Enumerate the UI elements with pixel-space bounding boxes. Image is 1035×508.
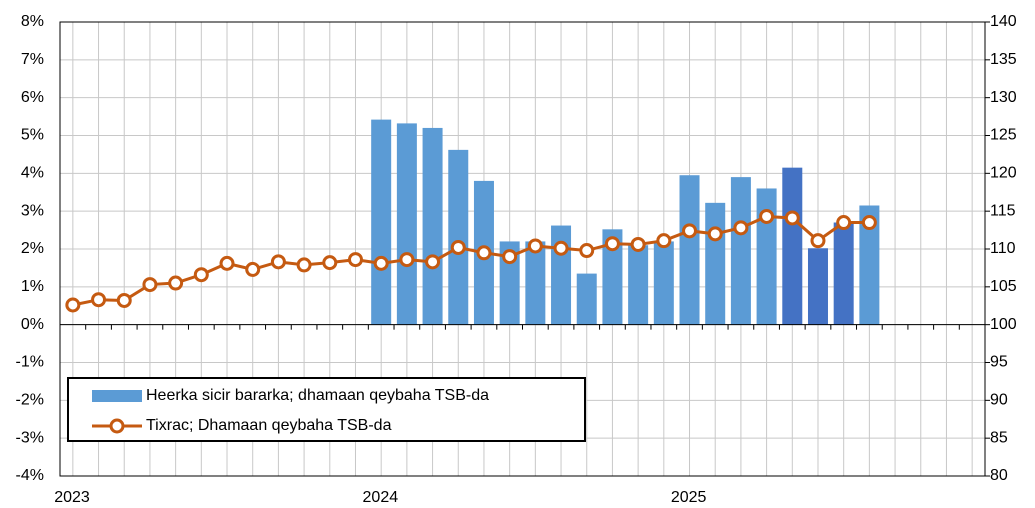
line-marker xyxy=(65,297,81,313)
y-tick-label: 4% xyxy=(21,165,44,182)
line-marker xyxy=(476,245,492,261)
bar xyxy=(525,241,546,325)
x-tick-label: 2025 xyxy=(671,489,707,506)
bar xyxy=(653,241,674,325)
line-marker xyxy=(245,261,261,277)
line-marker xyxy=(707,226,723,242)
y-tick-label: 2% xyxy=(21,240,44,257)
line-marker xyxy=(270,254,286,270)
y-tick-label: 8% xyxy=(21,13,44,30)
legend: Heerka sicir bararka; dhamaan qeybaha TS… xyxy=(67,377,586,442)
y-tick-label: 0% xyxy=(21,316,44,333)
y2-tick-label: 115 xyxy=(990,202,1016,219)
bar xyxy=(448,149,469,325)
line-marker xyxy=(399,252,415,268)
line-marker xyxy=(553,240,569,256)
y2-tick-label: 90 xyxy=(990,392,1008,409)
x-tick-label: 2023 xyxy=(54,489,90,506)
bar xyxy=(576,273,597,325)
y2-tick-label: 110 xyxy=(990,240,1016,257)
y-tick-label: 3% xyxy=(21,202,44,219)
plot-border xyxy=(59,21,986,477)
line-marker xyxy=(733,220,749,236)
line-marker xyxy=(810,233,826,249)
y-tick-label: 5% xyxy=(21,127,44,144)
line-marker xyxy=(579,243,595,259)
legend-box xyxy=(67,377,586,442)
line-marker xyxy=(116,292,132,308)
y2-tick-label: 100 xyxy=(990,316,1017,333)
y-tick-label: 1% xyxy=(21,278,44,295)
y-tick-label: 7% xyxy=(21,51,44,68)
bar xyxy=(679,175,700,325)
line-marker xyxy=(784,210,800,226)
line-marker xyxy=(836,215,852,231)
y-tick-label: -4% xyxy=(16,467,44,484)
y2-tick-label: 140 xyxy=(990,13,1017,30)
bar xyxy=(551,225,572,325)
y-tick-label: -1% xyxy=(16,354,44,371)
y2-tick-label: 105 xyxy=(990,278,1017,295)
line-marker xyxy=(168,275,184,291)
legend-marker xyxy=(109,418,125,434)
line-marker xyxy=(527,238,543,254)
line-marker xyxy=(322,255,338,271)
bar xyxy=(628,245,649,325)
y2-tick-label: 135 xyxy=(990,51,1017,68)
x-tick-label: 2024 xyxy=(363,489,399,506)
line-marker xyxy=(450,239,466,255)
y-tick-label: -3% xyxy=(16,429,44,446)
line-marker xyxy=(219,255,235,271)
bar xyxy=(371,119,392,325)
bar xyxy=(782,167,803,325)
line-marker xyxy=(502,249,518,265)
line-marker xyxy=(347,252,363,268)
bar xyxy=(396,123,417,325)
line-marker xyxy=(656,233,672,249)
y-tick-label: -2% xyxy=(16,392,44,409)
line-marker xyxy=(604,236,620,252)
line-marker xyxy=(425,254,441,270)
y-tick-label: 6% xyxy=(21,89,44,106)
line-marker xyxy=(682,223,698,239)
y2-tick-label: 95 xyxy=(990,354,1008,371)
bar xyxy=(833,222,854,325)
line-marker xyxy=(861,215,877,231)
line-marker xyxy=(193,267,209,283)
bar xyxy=(756,188,777,325)
y2-tick-label: 120 xyxy=(990,165,1017,182)
legend-swatch xyxy=(92,390,142,402)
legend-label: Tixrac; Dhamaan qeybaha TSB-da xyxy=(146,417,392,434)
legend-label: Heerka sicir bararka; dhamaan qeybaha TS… xyxy=(146,387,489,404)
line-marker xyxy=(296,257,312,273)
y2-tick-label: 85 xyxy=(990,429,1008,446)
y2-tick-label: 80 xyxy=(990,467,1008,484)
bar xyxy=(730,177,751,325)
bar xyxy=(705,202,726,325)
line-marker xyxy=(142,277,158,293)
bar xyxy=(422,127,443,325)
bar xyxy=(807,248,828,325)
y2-tick-label: 125 xyxy=(990,127,1017,144)
bar xyxy=(859,205,880,325)
bar xyxy=(499,241,520,325)
line-marker xyxy=(91,292,107,308)
bar xyxy=(602,229,623,325)
line-marker xyxy=(759,208,775,224)
y2-tick-label: 130 xyxy=(990,89,1017,106)
line-marker xyxy=(373,255,389,271)
line-marker xyxy=(630,236,646,252)
